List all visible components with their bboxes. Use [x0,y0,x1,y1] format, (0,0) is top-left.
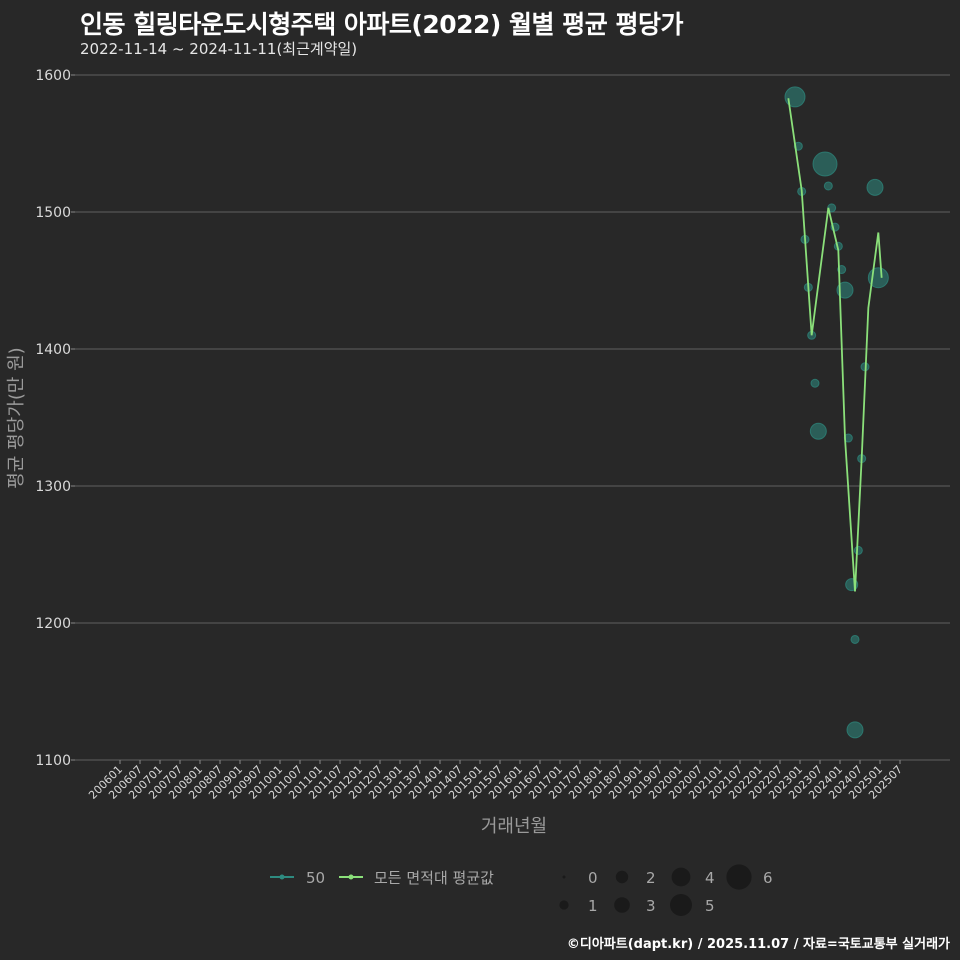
size-legend-label: 6 [763,869,773,887]
scatter-point [823,181,833,191]
size-legend-label: 2 [646,869,656,887]
legend-label-50: 50 [306,869,325,887]
scatter-point [810,378,820,388]
size-legend-label: 5 [705,897,715,915]
scatter-point [853,545,863,555]
y-tick-label: 1200 [35,616,71,632]
y-axis-ticks: 1100 1200 1300 1400 1500 1600 [35,68,75,769]
scatter-point [866,178,884,196]
size-legend-circle-icon [671,867,691,887]
legend-item-50: 50 [270,869,325,887]
size-legend-circle-icon [615,870,629,884]
legend-label-average: 모든 면적대 평균값 [374,869,494,887]
x-axis-ticks: 2006012006072007012007072008012008072009… [86,760,905,802]
size-legend-circle-icon [562,875,566,879]
y-tick-label: 1600 [35,68,71,84]
size-legend-label: 3 [646,897,656,915]
size-legend-circle-icon [726,864,752,890]
scatter-point [809,422,827,440]
size-legend-circle-icon [559,900,569,910]
size-legend-label: 1 [588,897,598,915]
scatter-point [784,86,806,108]
scatter-point [850,634,860,644]
size-legend-label: 4 [705,869,715,887]
size-legend: 0 1 2 3 4 5 6 [559,864,773,916]
chart-subtitle: 2022-11-14 ~ 2024-11-11(최근계약일) [80,40,358,58]
chart-title: 인동 힐링타운도시형주택 아파트(2022) 월별 평균 평당가 [80,10,683,39]
size-legend-circle-icon [614,897,630,913]
legend-dot-icon [279,874,285,880]
scatter-point [846,721,864,739]
footer-credit: ©디아파트(dapt.kr) / 2025.11.07 / 자료=국토교통부 실… [566,937,950,952]
gridlines [75,74,950,761]
y-tick-label: 1300 [35,479,71,495]
scatter-point [836,281,854,299]
legend: 50 모든 면적대 평균값 0 1 2 3 4 5 6 [270,864,773,916]
y-tick-label: 1500 [35,205,71,221]
y-tick-label: 1400 [35,342,71,358]
scatter-point [812,151,838,177]
size-legend-label: 0 [588,869,598,887]
x-axis-title: 거래년월 [481,816,547,837]
legend-dot-icon [348,874,354,880]
size-legend-circle-icon [670,894,692,916]
legend-item-average: 모든 면적대 평균값 [339,869,494,887]
average-line-series [787,98,883,592]
scatter-series-50 [784,86,889,739]
y-axis-title: 평균 평당가(만 원) [6,347,27,488]
y-tick-label: 1100 [35,753,71,769]
